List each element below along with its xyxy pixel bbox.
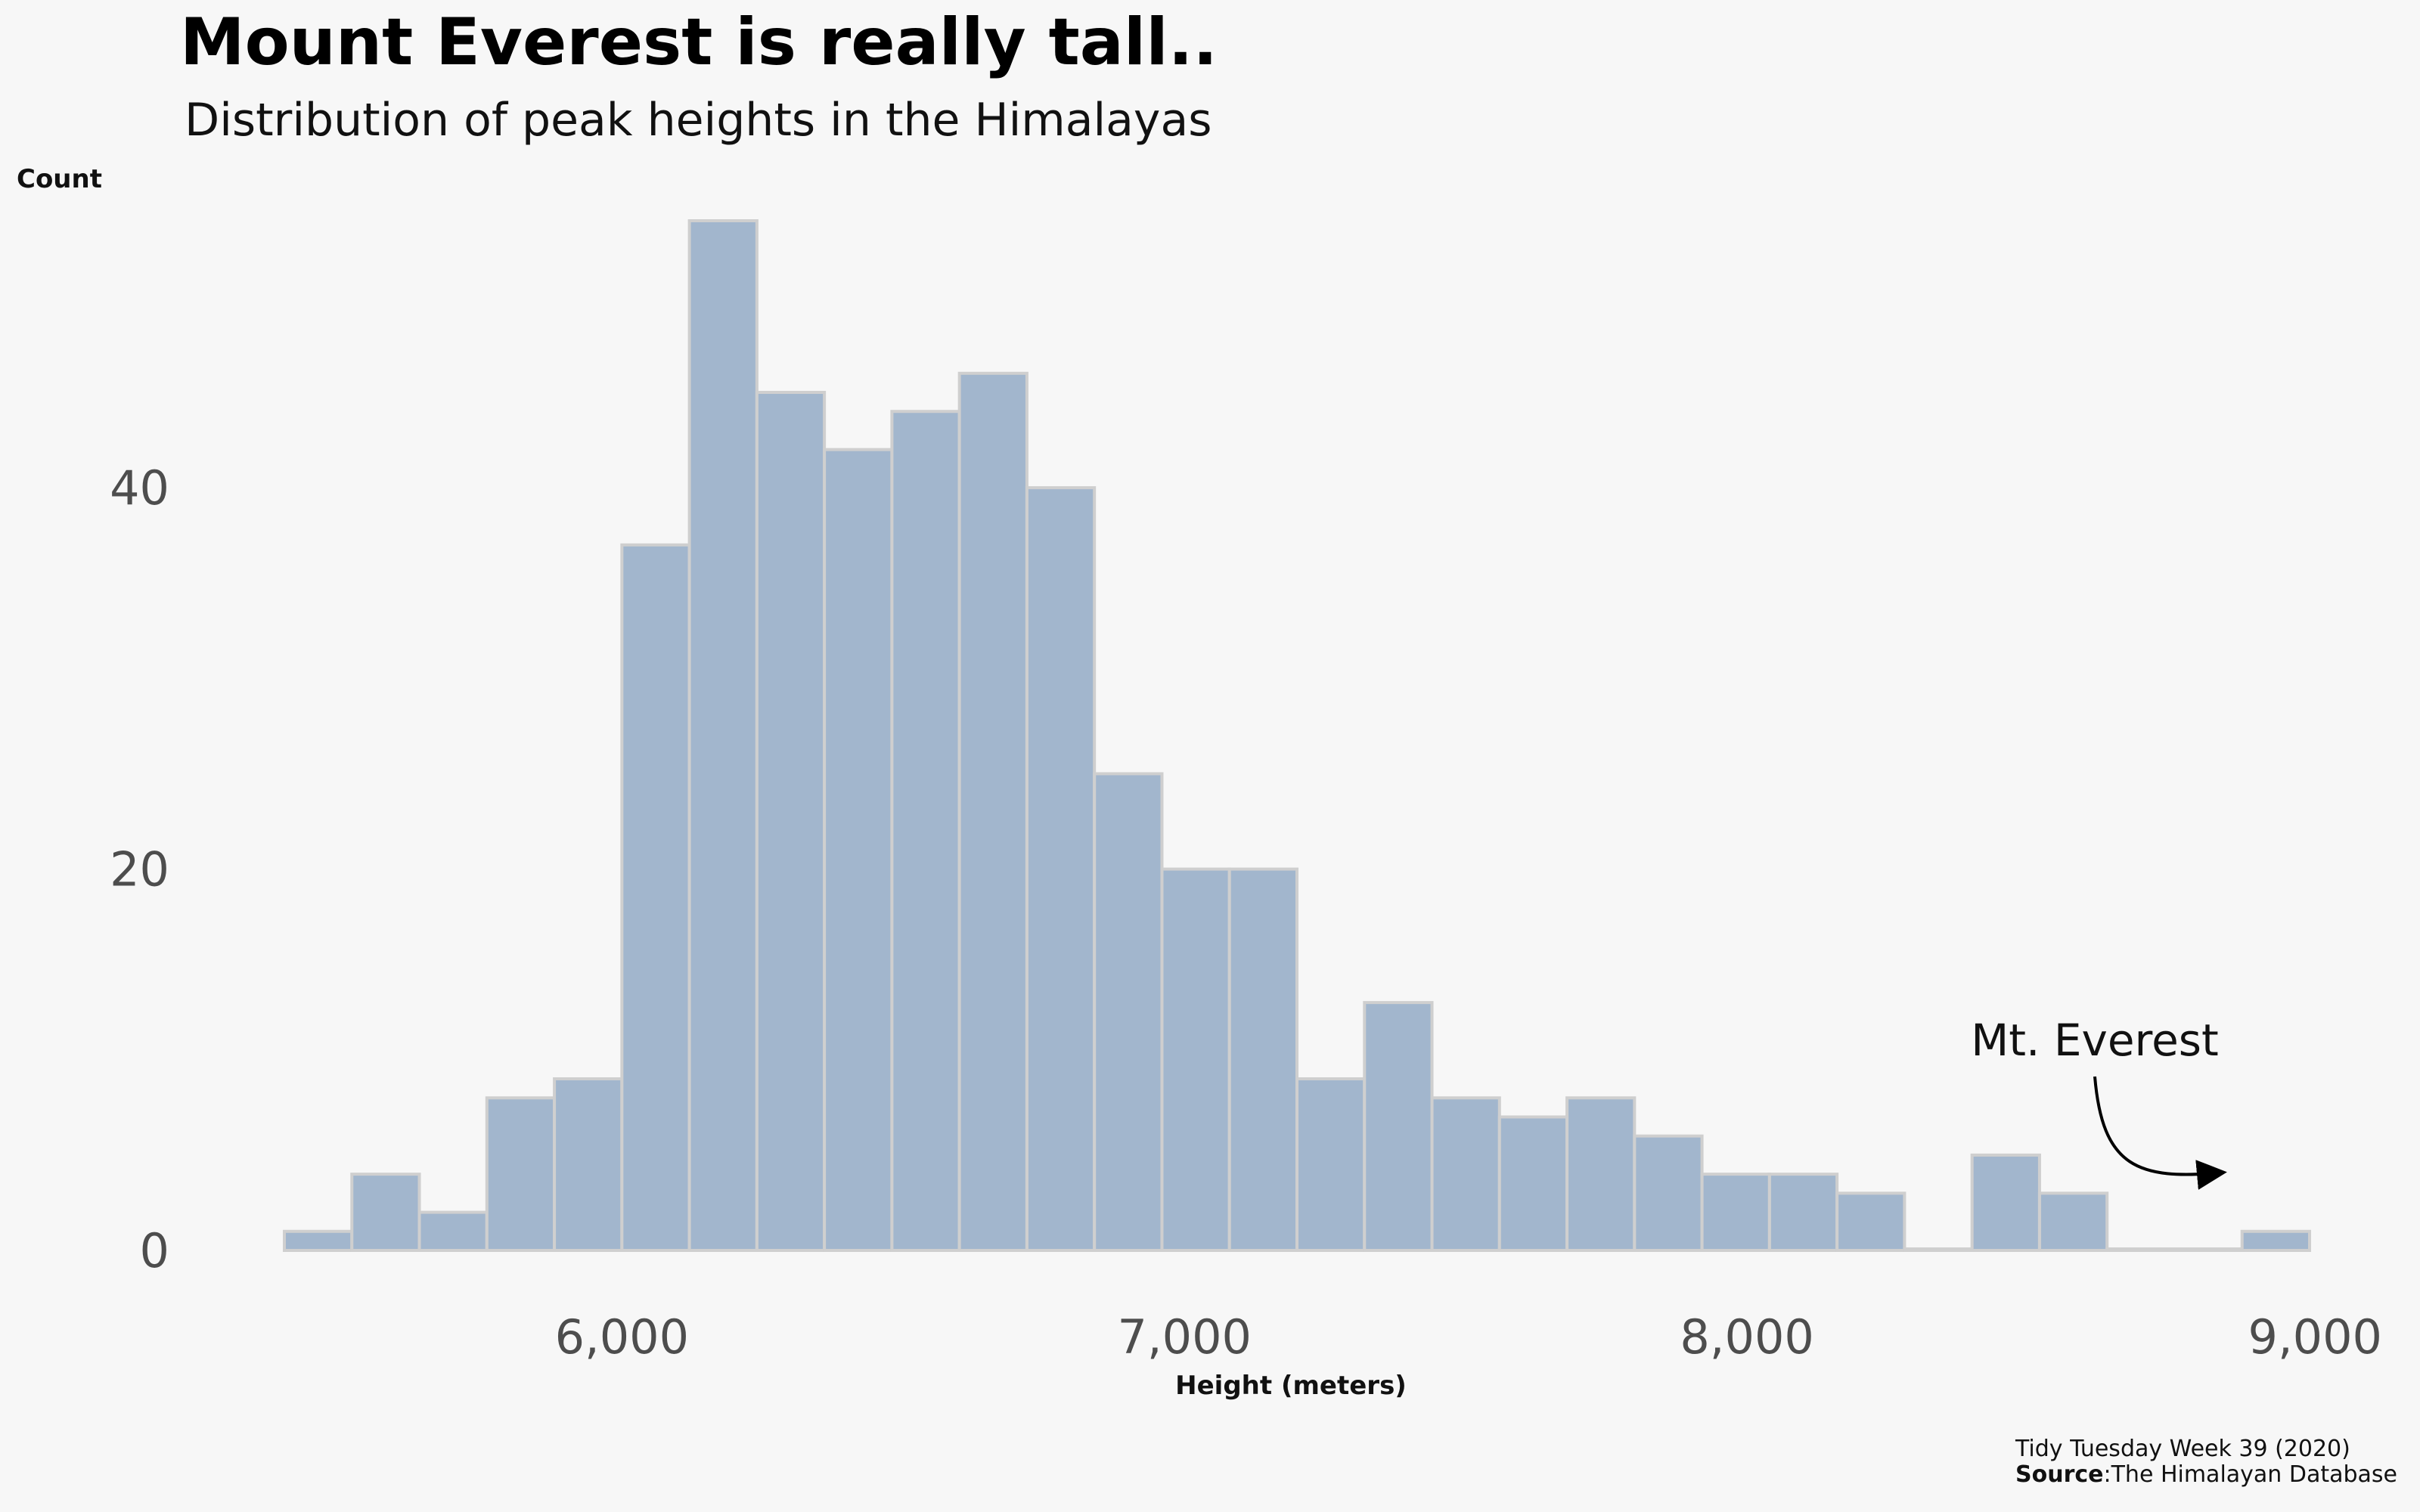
histogram-bar — [350, 1173, 421, 1252]
histogram-bar — [1497, 1115, 1569, 1253]
histogram-bar — [1093, 772, 1164, 1252]
caption: Tidy Tuesday Week 39 (2020) Source:The H… — [2015, 1436, 2397, 1488]
histogram-bar — [1295, 1077, 1367, 1252]
histogram-bar — [2037, 1191, 2109, 1253]
annotation-arrow — [2093, 1076, 2227, 1190]
histogram-bar — [620, 543, 691, 1252]
caption-line: Tidy Tuesday Week 39 (2020) — [2015, 1436, 2350, 1462]
histogram-bar — [1565, 1096, 1637, 1252]
histogram-bar — [2240, 1229, 2312, 1253]
histogram-bar — [1633, 1134, 1704, 1252]
source-label: Source — [2015, 1461, 2104, 1488]
histogram-bar — [1430, 1096, 1501, 1252]
caption-source: Source:The Himalayan Database — [2015, 1462, 2397, 1488]
y-axis-label: Count — [17, 164, 102, 194]
histogram-bar — [1970, 1153, 2041, 1253]
histogram-bar — [1700, 1173, 1771, 1252]
chart-subtitle: Distribution of peak heights in the Hima… — [185, 94, 1212, 147]
histogram-bar — [957, 371, 1028, 1252]
x-tick-label: 8,000 — [1680, 1309, 1814, 1365]
histogram-bar — [485, 1096, 557, 1252]
histogram-bar — [283, 1229, 354, 1253]
source-value: :The Himalayan Database — [2103, 1461, 2398, 1488]
histogram-bar — [1025, 486, 1097, 1252]
x-tick-label: 9,000 — [2248, 1309, 2383, 1365]
y-tick-label: 40 — [110, 460, 169, 516]
x-tick-label: 7,000 — [1117, 1309, 1252, 1365]
histogram-bar — [1903, 1247, 1974, 1252]
histogram-bar — [2173, 1247, 2244, 1252]
histogram-bar — [755, 391, 827, 1252]
histogram-bar — [1363, 1001, 1434, 1252]
annotation-label: Mt. Everest — [1971, 1015, 2219, 1066]
histogram-bar — [2105, 1247, 2176, 1252]
histogram-bar — [1835, 1191, 1907, 1253]
y-tick-label: 20 — [110, 842, 169, 897]
histogram-bar — [1160, 867, 1231, 1252]
chart-title: Mount Everest is really tall.. — [180, 5, 1218, 80]
histogram-bar — [553, 1077, 624, 1252]
histogram-bar — [687, 219, 759, 1252]
histogram-bar — [1227, 867, 1298, 1252]
histogram-bar — [823, 448, 894, 1253]
histogram-bar — [1767, 1173, 1839, 1252]
histogram-bar — [417, 1210, 489, 1252]
histogram-bar — [890, 410, 961, 1253]
x-axis-label: Height (meters) — [1175, 1371, 1407, 1401]
x-tick-label: 6,000 — [555, 1309, 690, 1365]
y-tick-label: 0 — [140, 1223, 169, 1278]
